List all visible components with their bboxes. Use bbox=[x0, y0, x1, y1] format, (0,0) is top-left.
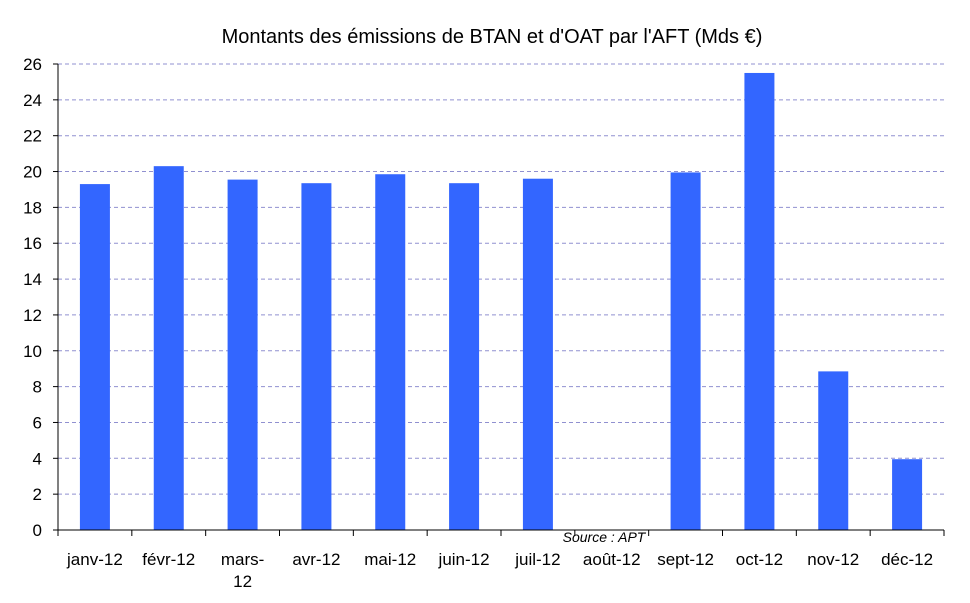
x-tick-label: juil-12 bbox=[514, 550, 560, 569]
x-tick-label-line: oct-12 bbox=[736, 550, 783, 569]
bar-nov-12 bbox=[818, 371, 849, 530]
x-tick-label: oct-12 bbox=[736, 550, 783, 569]
bar-juin-12 bbox=[449, 183, 480, 530]
bars bbox=[79, 72, 923, 531]
x-tick-label: août-12 bbox=[583, 550, 641, 569]
x-tick-label-line: mai-12 bbox=[364, 550, 416, 569]
x-tick-label-line: sept-12 bbox=[657, 550, 714, 569]
x-tick-label-line: août-12 bbox=[583, 550, 641, 569]
x-tick-label: mars- 12 bbox=[221, 550, 264, 591]
source-annotation: Source : APT bbox=[563, 529, 647, 545]
x-tick-label: nov-12 bbox=[807, 550, 859, 569]
y-tick-label: 24 bbox=[23, 91, 42, 110]
x-tick-label-line: juil-12 bbox=[514, 550, 560, 569]
y-tick-label: 0 bbox=[33, 521, 42, 540]
y-tick-label: 10 bbox=[23, 342, 42, 361]
x-tick-label-line: juin-12 bbox=[438, 550, 490, 569]
x-tick-label: févr-12 bbox=[142, 550, 195, 569]
x-tick-label: sept-12 bbox=[657, 550, 714, 569]
x-tick-label-line: nov-12 bbox=[807, 550, 859, 569]
bar-oct-12 bbox=[744, 72, 775, 530]
y-tick-label: 20 bbox=[23, 163, 42, 182]
bar-janv-12 bbox=[79, 184, 110, 531]
bar-févr-12 bbox=[153, 166, 184, 530]
y-tick-label: 8 bbox=[33, 378, 42, 397]
y-tick-label: 12 bbox=[23, 306, 42, 325]
bar-déc-12 bbox=[892, 459, 923, 530]
bar-avr-12 bbox=[301, 183, 332, 530]
chart-title: Montants des émissions de BTAN et d'OAT … bbox=[222, 26, 763, 48]
y-tick-label: 16 bbox=[23, 234, 42, 253]
y-tick-label: 14 bbox=[23, 270, 42, 289]
x-tick-label: déc-12 bbox=[881, 550, 933, 569]
x-tick-label-line: avr-12 bbox=[292, 550, 340, 569]
x-tick-label-line: févr-12 bbox=[142, 550, 195, 569]
y-tick-label: 2 bbox=[33, 485, 42, 504]
y-tick-label: 26 bbox=[23, 55, 42, 74]
y-tick-label: 18 bbox=[23, 198, 42, 217]
bar-juil-12 bbox=[522, 178, 553, 530]
y-tick-label: 6 bbox=[33, 413, 42, 432]
x-tick-label: janv-12 bbox=[66, 550, 123, 569]
bar-mars-12 bbox=[227, 179, 258, 530]
bar-sept-12 bbox=[670, 172, 701, 530]
x-tick-label-line: 12 bbox=[233, 572, 252, 591]
bar-mai-12 bbox=[375, 174, 406, 530]
axes bbox=[53, 63, 945, 536]
x-tick-label-line: mars- bbox=[221, 550, 264, 569]
x-tick-label: mai-12 bbox=[364, 550, 416, 569]
y-tick-label: 4 bbox=[33, 449, 42, 468]
gridlines bbox=[58, 63, 944, 495]
x-tick-label: avr-12 bbox=[292, 550, 340, 569]
x-tick-labels: janv-12 févr-12 mars- 12 avr-12 mai-12 juin-12… bbox=[66, 550, 933, 591]
x-tick-label: juin-12 bbox=[438, 550, 490, 569]
x-tick-label-line: déc-12 bbox=[881, 550, 933, 569]
x-tick-label-line: janv-12 bbox=[66, 550, 123, 569]
y-tick-label: 22 bbox=[23, 127, 42, 146]
